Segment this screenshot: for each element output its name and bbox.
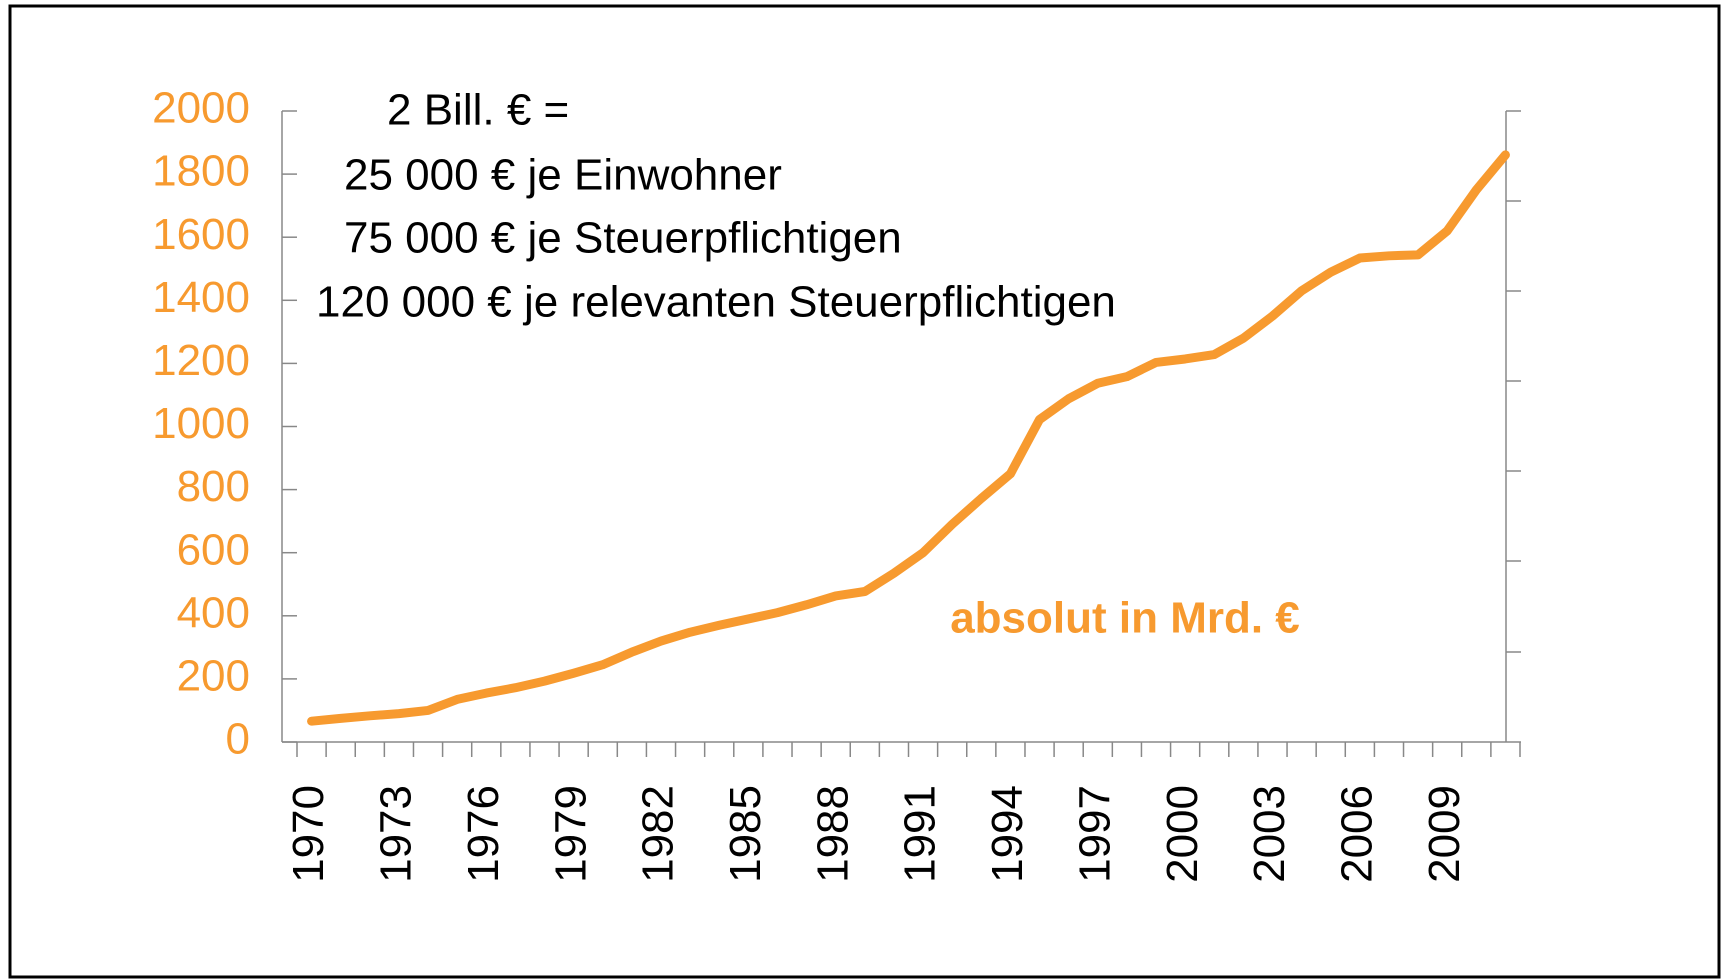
right-axis-ticks [1506,110,1521,653]
x-tick-label: 2009 [1420,785,1469,883]
y-tick-label: 800 [177,462,250,511]
x-tick-label: 1982 [634,785,683,883]
x-tick-label: 2000 [1158,785,1207,883]
y-tick-label: 600 [177,525,250,574]
y-tick-label: 2000 [152,84,250,133]
y-tick-label: 400 [177,588,250,637]
y-tick-label: 0 [226,715,250,764]
annotation: 75 000 € je Steuerpflichtigen [344,214,902,263]
x-tick-label: 1976 [459,785,508,883]
frame [8,4,1721,979]
series-label: absolut in Mrd. € [950,594,1300,643]
x-tick-label: 1991 [896,785,945,883]
x-tick-label: 2003 [1245,785,1294,883]
y-tick-label: 1600 [152,210,250,259]
x-tick-label: 2006 [1332,785,1381,883]
x-tick-label: 1973 [372,785,421,883]
x-tick-label: 1994 [983,785,1032,883]
annotation: 2 Bill. € = [387,86,569,135]
y-tick-label: 1800 [152,147,250,196]
line [307,150,1510,726]
annotation: 25 000 € je Einwohner [344,151,782,200]
y-tick-label: 1000 [152,399,250,448]
x-tick-label: 1970 [284,785,333,883]
x-tick-label: 1985 [721,785,770,883]
y-tick-label: 1400 [152,273,250,322]
annotation: 120 000 € je relevanten Steuerpflichtige… [316,278,1116,327]
x-tick-label: 1988 [808,785,857,883]
x-tick-label: 1979 [546,785,595,883]
y-tick-label: 1200 [152,336,250,385]
y-tick-label: 200 [177,652,250,701]
x-tick-label: 1997 [1070,785,1119,883]
